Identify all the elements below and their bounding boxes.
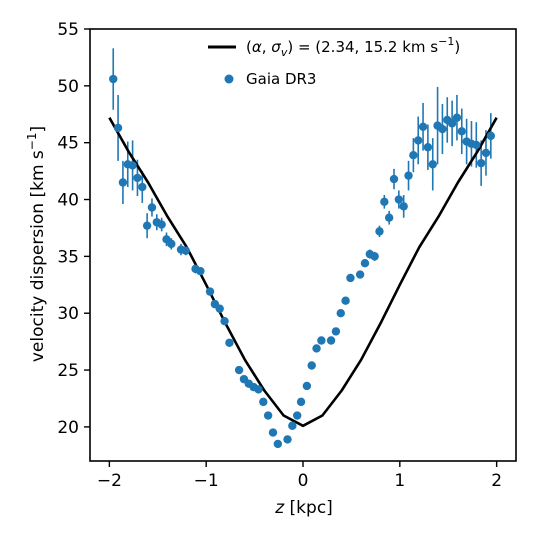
data-point [370,252,379,261]
data-point [109,74,118,84]
data-point [317,336,326,345]
y-tick-label: 20 [57,418,79,438]
x-tick-label: 0 [298,471,309,491]
plot-frame [89,28,517,462]
model-line [108,117,498,428]
data-point [234,365,244,375]
axes-group: −2 −1 0 1 2 20 25 30 35 40 45 50 55 [57,20,517,491]
y-axis-label-sup: −1 [25,133,39,151]
legend-line-label: (α, σv) = (2.34, 15.2 km s−1) [246,35,460,59]
model-line-group [108,117,498,428]
x-tick-label: 2 [491,471,502,491]
data-point [428,160,437,169]
data-point [138,182,147,192]
legend-points-label: Gaia DR3 [246,70,316,88]
data-point [273,439,283,449]
data-point [259,397,268,407]
data-point [181,246,191,255]
data-point [167,239,176,249]
data-point [326,336,336,345]
y-tick-label: 25 [57,361,79,381]
data-point [128,161,137,170]
x-axis-label-unit: [kpc] [284,498,333,518]
data-point [254,385,263,394]
data-point [452,113,462,122]
x-axis-label-var: z [274,498,285,518]
data-point [147,203,157,212]
data-point [196,266,205,276]
errorbars-group [112,48,492,448]
y-axis-label-close: ] [28,126,48,133]
data-point [375,227,384,236]
data-point [283,435,292,444]
data-point [346,273,355,283]
data-point [472,140,481,150]
data-point [486,131,496,141]
data-point [399,202,408,211]
data-point [360,258,370,268]
data-point [157,220,166,229]
data-point [133,173,142,183]
y-axis-label-main: velocity dispersion [km s [28,150,48,362]
y-tick-label: 55 [57,20,79,40]
data-point [292,411,302,420]
x-tick-label: −2 [97,471,122,491]
data-point [205,287,215,296]
legend: (α, σv) = (2.34, 15.2 km s−1) Gaia DR3 [208,35,460,88]
data-point [447,119,457,128]
data-point [418,122,428,131]
y-tick-label: 45 [57,134,79,154]
data-point [215,304,224,313]
data-point [336,309,345,318]
points-group [109,74,496,449]
data-point [476,158,486,168]
data-point [457,127,466,136]
data-point [302,381,312,391]
data-point [423,143,433,152]
data-point [288,421,297,430]
data-point [384,213,394,222]
data-point [438,124,447,134]
data-point [268,428,278,437]
x-tick-label: 1 [394,471,405,491]
data-point [142,221,152,230]
data-point [409,150,418,160]
data-point [220,316,229,326]
y-axis-label: velocity dispersion [km s−1] [25,126,48,362]
data-point [414,136,423,145]
data-point [113,123,123,133]
y-tick-label: 35 [57,247,79,267]
x-tick-label: −1 [194,471,219,491]
data-point [312,344,321,353]
data-point [331,327,341,336]
data-point [296,397,306,407]
legend-point-swatch [224,74,234,84]
y-tick-label: 50 [57,77,79,97]
data-point [394,195,404,204]
y-tick-label: 40 [57,191,79,211]
data-point [341,296,350,305]
x-axis-label: z [kpc] [274,498,333,518]
data-point [225,338,234,347]
data-point [118,178,128,187]
data-point [389,174,399,184]
data-point [355,270,365,279]
y-tick-label: 30 [57,304,79,324]
data-point [380,197,389,206]
data-point [481,148,491,158]
data-point [263,411,273,420]
data-point [404,171,413,180]
data-point [307,361,316,370]
